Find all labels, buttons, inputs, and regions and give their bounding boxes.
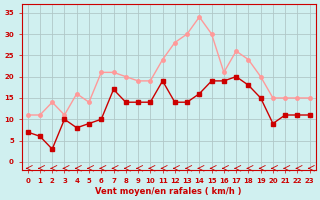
- X-axis label: Vent moyen/en rafales ( km/h ): Vent moyen/en rafales ( km/h ): [95, 187, 242, 196]
